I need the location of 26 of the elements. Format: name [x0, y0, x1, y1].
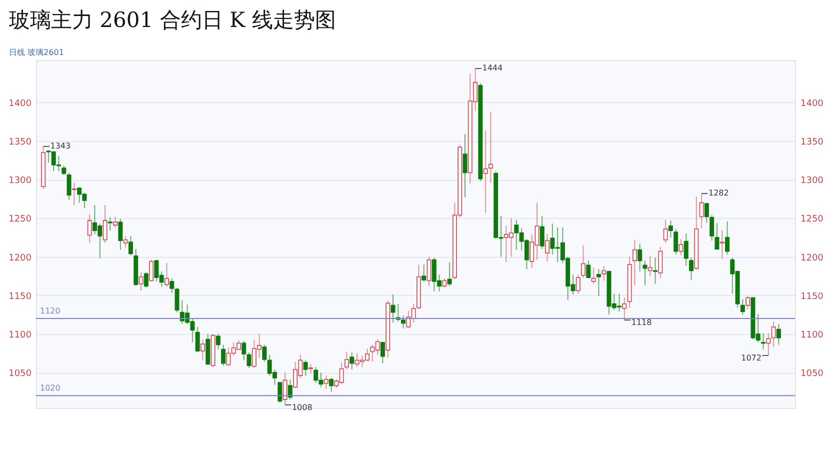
y-tick-label: 1300	[8, 176, 32, 186]
y2-tick-label: 1350	[800, 138, 824, 148]
y-tick-label: 1050	[8, 369, 32, 380]
y2-tick-label: 1300	[800, 176, 824, 186]
annotation: 1118	[631, 318, 652, 328]
y2-tick-label: 1100	[800, 330, 824, 340]
y-tick-label: 1150	[8, 292, 32, 302]
y-tick-label: 1100	[8, 330, 32, 340]
y-tick-label: 1250	[8, 214, 32, 225]
y-tick-label: 1350	[8, 138, 32, 148]
annotation: 1444	[482, 63, 503, 72]
y2-tick-label: 1400	[800, 98, 824, 109]
annotation: 1072	[741, 354, 762, 363]
y2-tick-label: 1250	[800, 214, 824, 225]
y2-tick-label: 1200	[800, 253, 824, 264]
annotation: 1343	[50, 141, 71, 150]
chart-title: 玻璃主力 2601 合约日 K 线走势图	[9, 8, 336, 32]
y2-tick-label: 1050	[800, 369, 824, 380]
annotation: 1008	[292, 402, 312, 412]
ref-line-label: 1020	[40, 384, 60, 393]
y2-tick-label: 1150	[800, 292, 824, 302]
y-tick-label: 1400	[8, 98, 32, 109]
annotation: 1282	[708, 188, 729, 198]
chart-subtitle: 日线 玻璃2601	[9, 48, 64, 57]
y-tick-label: 1200	[8, 253, 32, 264]
ref-line-label: 1120	[40, 306, 60, 316]
